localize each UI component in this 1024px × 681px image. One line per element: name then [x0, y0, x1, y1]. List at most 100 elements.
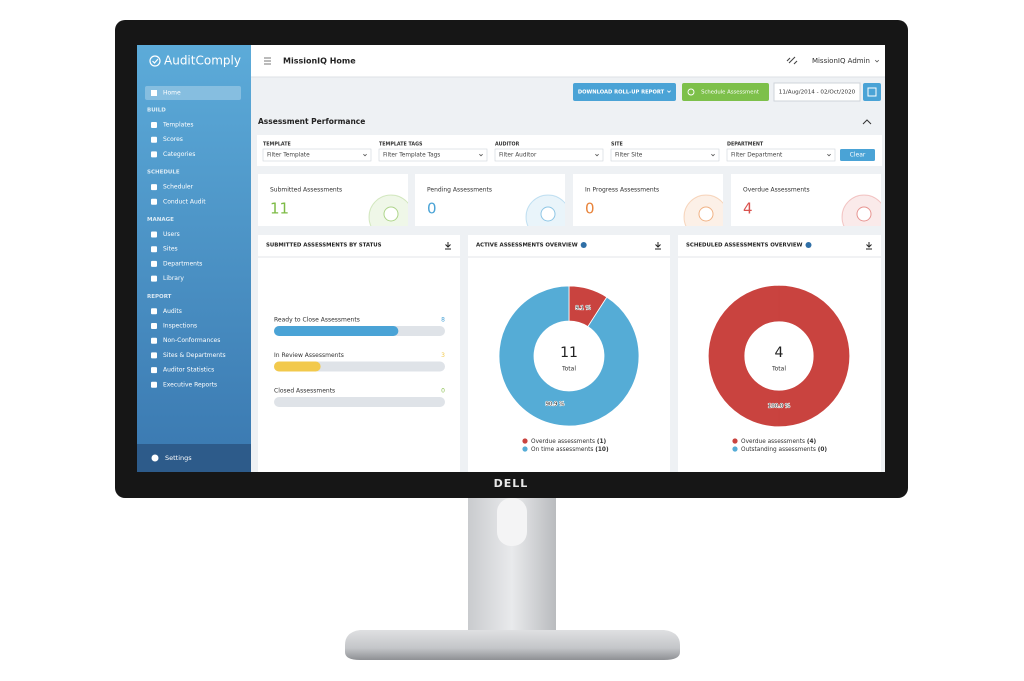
- legend-entry: Outstanding assessments (0): [741, 447, 827, 453]
- filter-placeholder: Filter Site: [615, 153, 643, 159]
- nav-item[interactable]: Scheduler: [163, 184, 194, 191]
- user-name[interactable]: MissionIQ Admin: [812, 57, 870, 65]
- nav-section-title: BUILD: [147, 108, 166, 114]
- legend-swatch: [732, 446, 738, 452]
- brand-name: AuditComply: [164, 54, 241, 68]
- chevron-icon: [479, 153, 483, 157]
- donut-percent-label: 100.0 %: [768, 404, 790, 410]
- nav-icon: [151, 381, 157, 388]
- nav-icon: [151, 231, 157, 238]
- btn-download[interactable]: [573, 83, 676, 101]
- legend-entry: Overdue assessments (4): [741, 439, 817, 445]
- card-title: SCHEDULED ASSESSMENTS OVERVIEW: [686, 243, 803, 249]
- chevron-icon: [874, 59, 880, 63]
- link-icon: [786, 56, 798, 65]
- stat-icon-core: [698, 206, 714, 222]
- donut-total-label: Total: [771, 366, 786, 373]
- nav-icon: [151, 337, 157, 344]
- status-bar: [274, 326, 399, 336]
- filter-select[interactable]: [494, 148, 604, 162]
- donut-total: 4: [775, 345, 784, 361]
- donut-slice: [708, 285, 850, 427]
- stat-value: 4: [743, 200, 753, 218]
- filter-select[interactable]: [262, 148, 372, 162]
- stat-label: In Progress Assessments: [585, 187, 659, 194]
- stat-card: [573, 174, 723, 226]
- nav-item[interactable]: Conduct Audit: [163, 198, 206, 205]
- nav-icon: [151, 198, 157, 205]
- nav-item[interactable]: Scores: [163, 136, 183, 143]
- help-icon[interactable]: [580, 242, 587, 248]
- nav-item[interactable]: Users: [163, 231, 180, 238]
- settings-icon: [151, 454, 159, 462]
- alarm-icon: [687, 88, 695, 96]
- date-range: 11/Aug/2014 - 02/Oct/2020: [779, 90, 856, 96]
- filter-placeholder: Filter Template Tags: [383, 153, 440, 159]
- panel-title: Assessment Performance: [258, 117, 365, 126]
- stat-icon-core: [383, 206, 399, 222]
- stat-card: [258, 174, 408, 226]
- nav-item[interactable]: Library: [163, 275, 184, 282]
- legend-count: (1): [597, 439, 607, 445]
- help-icon[interactable]: [805, 242, 812, 248]
- calendar-icon: [867, 87, 877, 97]
- btn-schedule-label: Schedule Assessment: [701, 90, 759, 96]
- nav-home-bg[interactable]: [145, 86, 241, 100]
- nav-settings[interactable]: Settings: [165, 454, 192, 462]
- nav-item[interactable]: Non-Conformances: [163, 337, 220, 344]
- nav-icon: [151, 352, 157, 359]
- nav-icon: [151, 308, 157, 315]
- nav-item[interactable]: Departments: [163, 260, 202, 267]
- btn-clear[interactable]: [840, 149, 875, 161]
- nav-icon: [151, 184, 157, 191]
- brand-check: [152, 58, 159, 64]
- filter-label: AUDITOR: [495, 142, 520, 148]
- filter-label: DEPARTMENT: [727, 142, 764, 148]
- filter-select[interactable]: [610, 148, 720, 162]
- legend-name: Overdue assessments: [531, 439, 595, 445]
- stat-label: Overdue Assessments: [743, 187, 810, 194]
- nav-section-title: REPORT: [147, 294, 172, 300]
- donut-total-label: Total: [561, 366, 576, 373]
- btn-schedule[interactable]: [682, 83, 769, 101]
- nav-item[interactable]: Inspections: [163, 323, 197, 330]
- filter-select[interactable]: [378, 148, 488, 162]
- stat-card: [415, 174, 565, 226]
- legend-entry: Overdue assessments (1): [531, 439, 607, 445]
- nav-item[interactable]: Templates: [162, 122, 194, 129]
- date-range-box[interactable]: [773, 82, 861, 102]
- nav-icon: [151, 246, 157, 253]
- chevron-icon: [827, 153, 831, 157]
- nav-item[interactable]: Audits: [163, 308, 182, 315]
- nav-icon: [151, 136, 157, 143]
- chevron-icon: [711, 153, 715, 157]
- download-icon[interactable]: [866, 242, 872, 250]
- status-bar: [274, 361, 321, 372]
- filter-select[interactable]: [726, 148, 836, 162]
- donut-percent-label: 90.9 %: [545, 401, 564, 407]
- filter-placeholder: Filter Auditor: [499, 153, 537, 159]
- nav-section-title: MANAGE: [147, 217, 174, 223]
- stand-hole: [497, 498, 527, 546]
- nav-item[interactable]: Sites & Departments: [163, 352, 226, 359]
- nav-item[interactable]: Categories: [163, 151, 195, 158]
- nav-item[interactable]: Sites: [163, 246, 178, 253]
- nav-item[interactable]: Executive Reports: [163, 381, 217, 388]
- download-icon[interactable]: [655, 242, 661, 250]
- legend-swatch: [732, 438, 738, 444]
- legend-name: On time assessments: [531, 447, 593, 453]
- legend-swatch: [522, 446, 528, 452]
- nav-item[interactable]: Home: [163, 90, 181, 97]
- collapse-icon[interactable]: [862, 119, 872, 125]
- nav-item[interactable]: Auditor Statistics: [163, 367, 214, 374]
- stat-icon: [525, 194, 565, 226]
- legend-name: Outstanding assessments: [741, 447, 816, 453]
- stat-value: 0: [585, 200, 595, 218]
- download-icon[interactable]: [445, 242, 451, 250]
- donut-total: 11: [560, 345, 578, 361]
- btn-clear-label: Clear: [850, 152, 866, 159]
- card-title: SUBMITTED ASSESSMENTS BY STATUS: [266, 243, 382, 249]
- btn-calendar[interactable]: [863, 83, 881, 101]
- chart-card: [258, 235, 460, 472]
